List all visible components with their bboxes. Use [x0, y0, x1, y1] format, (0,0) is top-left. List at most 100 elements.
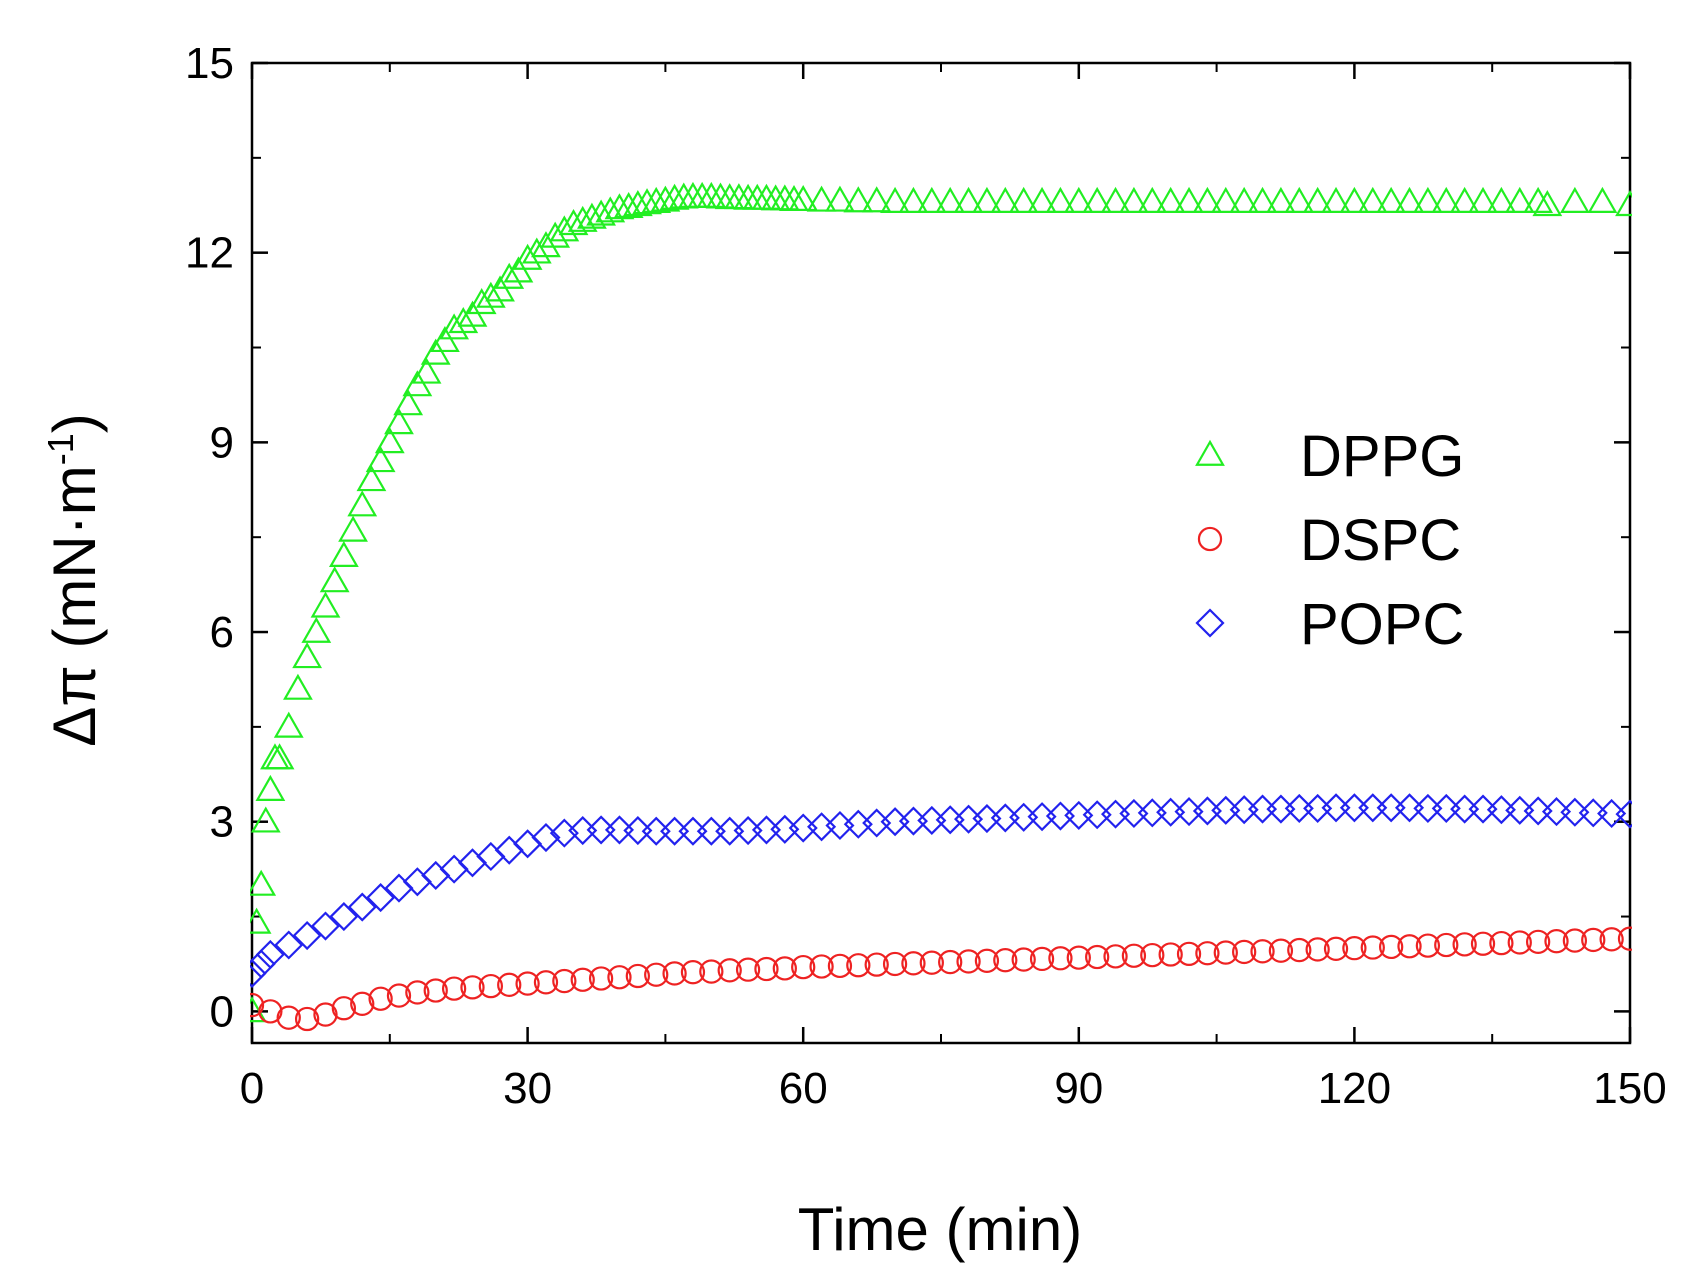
data-point-dspc: [1452, 932, 1477, 957]
data-point-dppg: [1587, 186, 1618, 213]
data-point-dppg: [430, 325, 460, 353]
y-axis-title-superscript: -1: [40, 433, 81, 465]
data-point-popc: [715, 816, 745, 846]
data-point-dspc: [717, 958, 742, 983]
data-point-dppg: [1082, 186, 1113, 213]
data-point-dspc: [809, 954, 834, 979]
data-point-dppg: [301, 616, 332, 643]
y-tick-label: 3: [210, 798, 234, 847]
data-point-dppg: [1284, 186, 1315, 213]
data-point-popc: [366, 883, 396, 913]
data-point-dspc: [882, 951, 908, 977]
data-point-popc: [1303, 793, 1333, 823]
data-point-popc: [274, 930, 304, 960]
data-point-dspc: [754, 956, 779, 982]
data-point-dppg: [705, 182, 736, 209]
axes: 0 30 60 90 120 150 0 3 6 9 12 15: [185, 39, 1667, 1113]
data-point-popc: [917, 805, 947, 836]
data-point-dspc: [1250, 939, 1275, 964]
y-axis-title-close: ): [41, 413, 108, 433]
data-point-dppg: [1100, 186, 1131, 213]
data-point-dspc: [662, 961, 687, 986]
data-point-dspc: [1048, 946, 1073, 971]
data-point-dspc: [250, 992, 265, 1018]
legend-marker-popc: [1195, 608, 1225, 638]
data-point-popc: [250, 958, 267, 989]
data-point-popc: [1523, 796, 1553, 826]
data-point-dspc: [276, 1005, 301, 1030]
data-point-dppg: [586, 199, 616, 226]
data-point-dppg: [374, 427, 405, 454]
data-point-dppg: [503, 256, 534, 283]
legend-label-dppg: DPPG: [1300, 424, 1464, 489]
data-point-popc: [807, 812, 837, 842]
x-tick-label: 30: [503, 1064, 552, 1113]
data-point-popc: [733, 816, 763, 846]
data-point-dspc: [350, 991, 375, 1016]
data-point-dspc: [607, 965, 632, 990]
data-point-dppg: [540, 221, 571, 248]
data-point-dppg: [650, 185, 681, 212]
data-point-dspc: [1323, 936, 1349, 961]
data-point-dppg: [1210, 186, 1241, 213]
data-point-popc: [531, 822, 561, 853]
data-point-dppg: [604, 193, 635, 220]
y-tick-label: 15: [185, 39, 234, 88]
legend-marker-dppg: [1195, 439, 1225, 466]
data-point-dspc: [1066, 945, 1091, 970]
data-point-dppg: [439, 313, 470, 340]
data-point-dppg: [512, 243, 543, 270]
data-point-dppg: [521, 237, 552, 264]
data-point-popc: [1100, 799, 1131, 829]
data-point-dppg: [558, 209, 589, 236]
data-point-dppg: [1027, 186, 1057, 213]
data-point-dppg: [1504, 186, 1535, 213]
data-point-dppg: [742, 183, 773, 210]
data-point-dspc: [699, 959, 724, 984]
data-point-dppg: [260, 743, 290, 770]
series-dppg: [250, 181, 1632, 1023]
data-point-dspc: [1470, 931, 1496, 956]
data-point-popc: [972, 803, 1002, 834]
data-point-dspc: [1029, 946, 1055, 972]
y-axis-title-main: Δπ (mN·m: [41, 465, 108, 746]
data-point-dppg: [825, 185, 855, 212]
data-point-dppg: [393, 389, 424, 416]
data-point-popc: [1615, 799, 1632, 829]
data-point-dspc: [1581, 927, 1606, 953]
data-point-dspc: [1342, 936, 1367, 961]
data-point-dppg: [250, 806, 281, 833]
data-point-dspc: [625, 963, 650, 989]
data-point-dppg: [806, 185, 837, 212]
data-point-popc: [1560, 797, 1590, 827]
data-point-dppg: [613, 191, 644, 219]
data-point-popc: [696, 816, 726, 846]
data-point-popc: [1192, 796, 1222, 826]
data-point-dppg: [347, 490, 378, 517]
y-axis-title: Δπ (mN·m-1): [40, 413, 108, 746]
data-point-dppg: [916, 186, 947, 213]
data-point-dspc: [993, 948, 1018, 973]
data-point-popc: [770, 814, 800, 844]
data-point-dspc: [735, 957, 761, 982]
data-point-popc: [935, 805, 965, 835]
data-point-dppg: [1119, 186, 1149, 213]
data-point-dspc: [1085, 944, 1110, 970]
data-point-dppg: [1229, 186, 1260, 213]
data-point-dppg: [714, 183, 745, 210]
data-point-dspc: [497, 972, 522, 997]
data-point-dspc: [258, 999, 283, 1024]
data-point-popc: [1229, 795, 1259, 825]
data-point-dspc: [1176, 941, 1202, 967]
data-point-dspc: [533, 970, 559, 995]
data-point-dppg: [485, 275, 515, 302]
data-point-dppg: [328, 540, 359, 568]
series-layer: [250, 181, 1632, 1032]
data-point-dppg: [1155, 186, 1186, 213]
data-point-popc: [898, 806, 928, 836]
series-popc: [250, 793, 1632, 989]
data-point-dppg: [310, 591, 341, 618]
data-point-dspc: [791, 954, 816, 980]
y-tick-label: 6: [210, 608, 234, 657]
data-point-popc: [1339, 793, 1369, 823]
